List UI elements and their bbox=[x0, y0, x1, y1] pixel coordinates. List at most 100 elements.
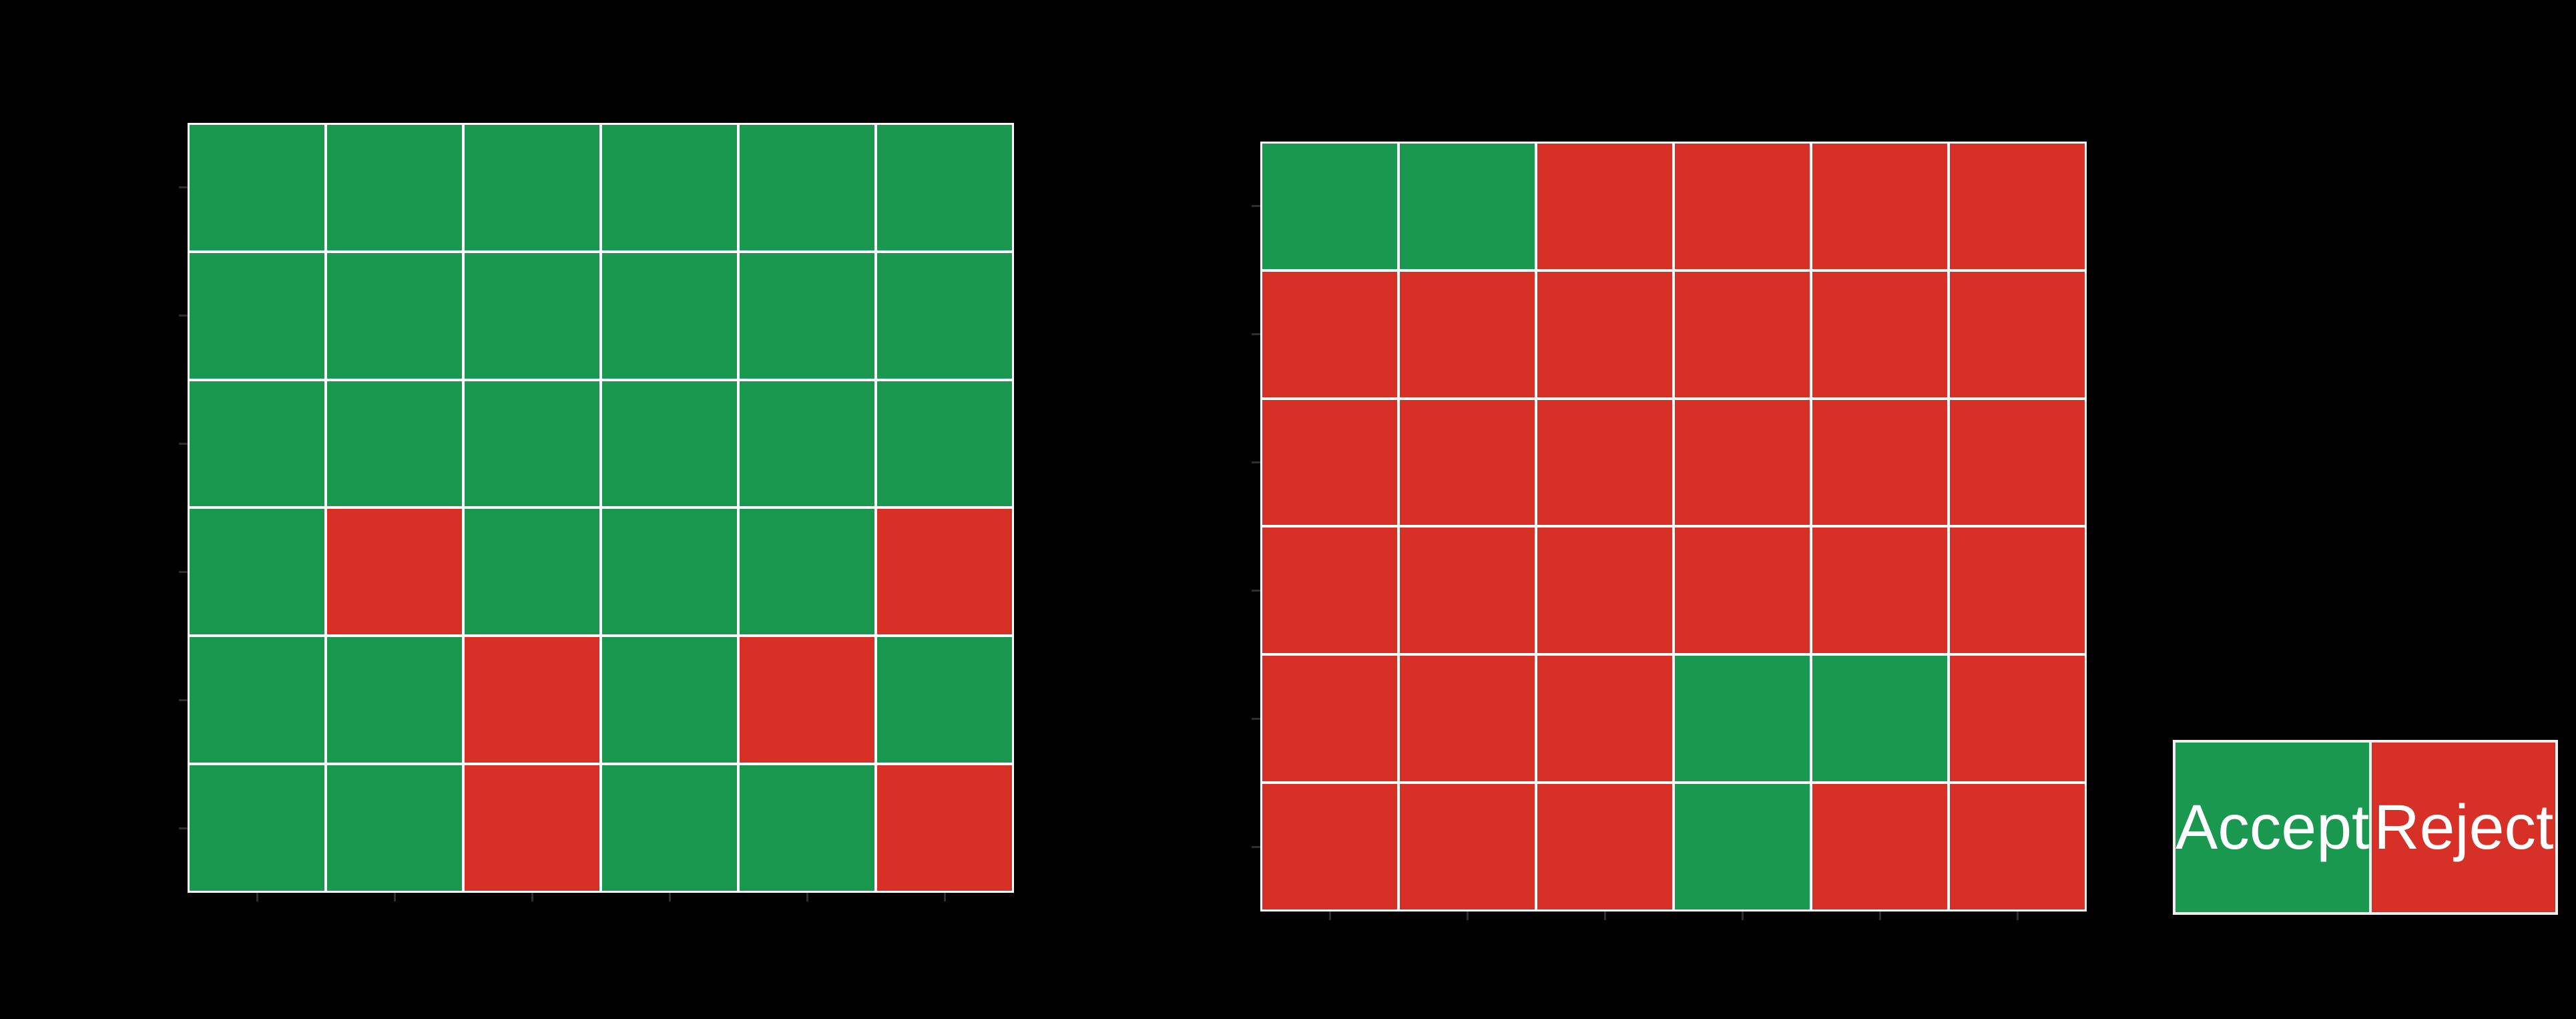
heatmap-cell-accept bbox=[740, 252, 874, 379]
y-axis-tick bbox=[1252, 845, 1260, 848]
heatmap-cell-accept bbox=[1262, 144, 1397, 269]
heatmap-cell-accept bbox=[190, 125, 324, 250]
heatmap-cell-accept bbox=[602, 509, 737, 635]
heatmap-cell-accept bbox=[877, 252, 1012, 379]
y-axis-tick bbox=[179, 827, 188, 829]
heatmap-cell-accept bbox=[602, 765, 737, 891]
y-axis-tick bbox=[1252, 461, 1260, 464]
heatmap-panel-right bbox=[1260, 142, 2087, 911]
heatmap-cell-reject bbox=[1400, 399, 1535, 526]
heatmap-cell-reject bbox=[1812, 144, 1947, 269]
heatmap-cell-accept bbox=[1675, 784, 1810, 909]
heatmap-cell-reject bbox=[1537, 399, 1672, 526]
heatmap-cell-reject bbox=[1262, 784, 1397, 909]
x-axis-tick bbox=[256, 893, 258, 901]
legend: Accept Reject bbox=[2173, 740, 2558, 915]
heatmap-cell-reject bbox=[1400, 656, 1535, 782]
heatmap-cell-reject bbox=[740, 637, 874, 763]
heatmap-cell-reject bbox=[1675, 399, 1810, 526]
x-axis-tick bbox=[806, 893, 808, 901]
x-axis-tick bbox=[1328, 911, 1331, 920]
heatmap-cell-accept bbox=[602, 381, 737, 507]
x-axis-tick bbox=[1466, 911, 1469, 920]
x-axis-tick bbox=[668, 893, 671, 901]
y-axis-tick bbox=[179, 186, 188, 189]
heatmap-cell-accept bbox=[327, 125, 462, 250]
x-axis-tick bbox=[1741, 911, 1744, 920]
heatmap-cell-accept bbox=[602, 637, 737, 763]
y-axis-tick bbox=[179, 698, 188, 701]
y-axis-tick bbox=[1252, 717, 1260, 720]
heatmap-cell-reject bbox=[877, 765, 1012, 891]
heatmap-grid-left bbox=[190, 125, 1012, 891]
heatmap-cell-reject bbox=[1537, 271, 1672, 397]
heatmap-cell-accept bbox=[327, 637, 462, 763]
heatmap-cell-reject bbox=[1950, 271, 2085, 397]
y-axis-tick bbox=[1252, 333, 1260, 336]
heatmap-cell-reject bbox=[1262, 271, 1397, 397]
heatmap-cell-accept bbox=[602, 125, 737, 250]
heatmap-cell-reject bbox=[1537, 528, 1672, 654]
heatmap-cell-reject bbox=[1812, 399, 1947, 526]
heatmap-cell-reject bbox=[1812, 784, 1947, 909]
x-axis-tick bbox=[531, 893, 533, 901]
heatmap-cell-reject bbox=[1262, 399, 1397, 526]
y-axis-tick bbox=[1252, 589, 1260, 592]
x-axis-tick bbox=[393, 893, 396, 901]
heatmap-cell-accept bbox=[190, 509, 324, 635]
heatmap-cell-reject bbox=[327, 509, 462, 635]
heatmap-cell-accept bbox=[465, 252, 599, 379]
heatmap-cell-reject bbox=[1262, 528, 1397, 654]
heatmap-cell-accept bbox=[465, 381, 599, 507]
heatmap-cell-accept bbox=[740, 125, 874, 250]
heatmap-cell-accept bbox=[465, 509, 599, 635]
heatmap-cell-reject bbox=[1950, 528, 2085, 654]
heatmap-cell-reject bbox=[1537, 144, 1672, 269]
heatmap-cell-accept bbox=[190, 252, 324, 379]
legend-key-reject: Reject bbox=[2372, 743, 2555, 912]
heatmap-cell-reject bbox=[1950, 144, 2085, 269]
heatmap-cell-accept bbox=[327, 252, 462, 379]
heatmap-cell-reject bbox=[1812, 528, 1947, 654]
y-axis-tick bbox=[179, 443, 188, 445]
legend-label-reject: Reject bbox=[2374, 791, 2554, 863]
heatmap-cell-accept bbox=[740, 765, 874, 891]
heatmap-cell-accept bbox=[740, 509, 874, 635]
heatmap-cell-accept bbox=[877, 637, 1012, 763]
x-axis-tick bbox=[1878, 911, 1881, 920]
heatmap-cell-accept bbox=[877, 381, 1012, 507]
heatmap-cell-reject bbox=[465, 637, 599, 763]
y-axis-tick bbox=[1252, 205, 1260, 208]
y-axis-tick bbox=[179, 570, 188, 573]
heatmap-cell-accept bbox=[877, 125, 1012, 250]
heatmap-cell-accept bbox=[1812, 656, 1947, 782]
x-axis-tick bbox=[2016, 911, 2019, 920]
heatmap-cell-reject bbox=[1400, 784, 1535, 909]
heatmap-cell-reject bbox=[1400, 528, 1535, 654]
heatmap-cell-accept bbox=[327, 381, 462, 507]
heatmap-cell-accept bbox=[327, 765, 462, 891]
heatmap-cell-accept bbox=[1400, 144, 1535, 269]
heatmap-cell-accept bbox=[190, 381, 324, 507]
heatmap-cell-reject bbox=[1400, 271, 1535, 397]
heatmap-cell-accept bbox=[740, 381, 874, 507]
heatmap-panel-left bbox=[188, 123, 1014, 893]
heatmap-cell-reject bbox=[1950, 656, 2085, 782]
heatmap-cell-reject bbox=[1537, 656, 1672, 782]
heatmap-cell-accept bbox=[190, 637, 324, 763]
y-axis-tick bbox=[179, 315, 188, 317]
heatmap-cell-reject bbox=[1262, 656, 1397, 782]
legend-key-accept: Accept bbox=[2175, 743, 2370, 912]
heatmap-cell-reject bbox=[877, 509, 1012, 635]
legend-label-accept: Accept bbox=[2175, 791, 2370, 863]
heatmap-cell-reject bbox=[1812, 271, 1947, 397]
heatmap-cell-reject bbox=[1675, 528, 1810, 654]
heatmap-cell-accept bbox=[465, 125, 599, 250]
heatmap-cell-reject bbox=[1675, 144, 1810, 269]
x-axis-tick bbox=[943, 893, 946, 901]
x-axis-tick bbox=[1603, 911, 1606, 920]
heatmap-cell-accept bbox=[190, 765, 324, 891]
heatmap-cell-accept bbox=[1675, 656, 1810, 782]
heatmap-grid-right bbox=[1262, 144, 2085, 909]
